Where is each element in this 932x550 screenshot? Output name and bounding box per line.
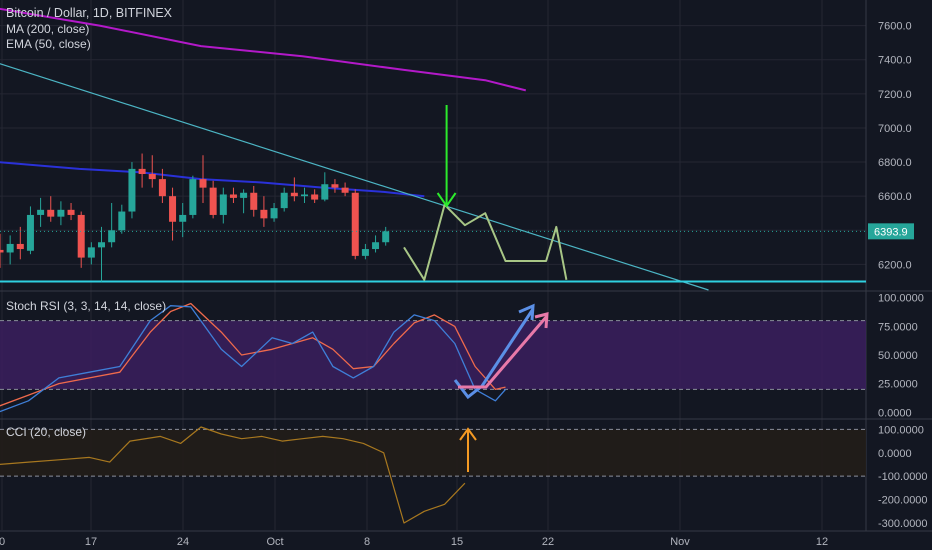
x-axis-label: 0: [0, 536, 5, 548]
last-price-label: 6393.9: [874, 226, 908, 238]
candle-body: [87, 247, 95, 258]
candle-body: [361, 249, 369, 256]
x-axis-label: 12: [816, 536, 828, 548]
ma200-line: [0, 7, 527, 92]
pink-arrow-shaft: [458, 315, 549, 389]
candle-body: [37, 209, 45, 215]
candle-body: [240, 192, 248, 198]
candle-body: [148, 174, 156, 180]
stoch-axis-label: 75.0000: [878, 321, 918, 333]
price-axis-label: 7400.0: [878, 55, 912, 67]
candle-body: [128, 168, 136, 212]
candle-body: [372, 242, 380, 250]
price-axis-label: 6200.0: [878, 259, 912, 271]
candle-body: [67, 209, 75, 215]
stoch-k-line: [0, 305, 506, 413]
price-axis-label: 6600.0: [878, 191, 912, 203]
candle-body: [260, 209, 268, 219]
candle-body: [138, 168, 146, 174]
trendline: [0, 63, 709, 291]
candle-body: [311, 194, 319, 200]
cci-axis-label: -100.0000: [878, 471, 928, 483]
blue-arrow-head: [518, 303, 535, 321]
cci-axis-label: -300.0000: [878, 518, 928, 530]
candle-body: [382, 231, 390, 243]
candle-body: [229, 194, 237, 198]
cci-legend: CCI (20, close): [6, 425, 87, 439]
candle-body: [57, 209, 65, 217]
stoch-rsi-legend: Stoch RSI (3, 3, 14, 14, close): [6, 299, 167, 313]
candle-body: [250, 192, 258, 210]
orange-arrow-head: [459, 427, 477, 441]
candle-body: [321, 184, 329, 200]
candle-body: [77, 214, 85, 258]
candle-body: [270, 208, 278, 219]
x-axis-label: 15: [451, 536, 463, 548]
candle-body: [6, 243, 14, 253]
candle-body: [209, 187, 217, 215]
x-axis-label: 22: [542, 536, 554, 548]
stoch-axis-label: 100.0000: [878, 293, 924, 305]
green-arrow-head: [436, 192, 457, 208]
cci-axis-label: -200.0000: [878, 495, 928, 507]
price-axis-label: 7600.0: [878, 21, 912, 33]
candle-body: [331, 184, 339, 188]
candle-body: [98, 242, 105, 248]
candle-body: [16, 243, 24, 250]
x-axis-label: 17: [85, 536, 97, 548]
cci-axis-label: 0.0000: [878, 448, 912, 460]
candle-body: [179, 214, 187, 222]
chart-title: Bitcoin / Dollar, 1D, BITFINEX: [6, 6, 173, 20]
candle-body: [0, 249, 4, 253]
stoch-axis-label: 50.0000: [878, 350, 918, 362]
candle-body: [189, 179, 197, 215]
candle-body: [158, 179, 166, 197]
x-axis-label: Oct: [266, 536, 283, 548]
candle-body: [280, 192, 288, 209]
cci-band: [0, 429, 866, 477]
stoch-band: [0, 320, 866, 390]
pink-arrow-head: [534, 312, 549, 329]
candle-body: [199, 179, 207, 188]
cci-axis-label: 100.0000: [878, 424, 924, 436]
x-axis-label: 8: [364, 536, 370, 548]
cci-line: [0, 426, 466, 524]
candle-body: [351, 192, 359, 256]
candle-body: [26, 214, 34, 251]
ema50-legend: EMA (50, close): [6, 37, 91, 51]
ema50-line: [0, 161, 425, 198]
ma200-legend: MA (200, close): [6, 22, 90, 36]
candle-body: [341, 187, 349, 193]
stoch-axis-label: 25.0000: [878, 379, 918, 391]
x-axis-label: 24: [177, 536, 189, 548]
projection-path: [403, 203, 568, 281]
x-axis-label: Nov: [670, 536, 690, 548]
candle-body: [290, 192, 298, 197]
candle-body: [47, 209, 55, 217]
candle-body: [169, 196, 177, 222]
candle-body: [301, 194, 308, 197]
candle-body: [108, 230, 116, 243]
price-axis-label: 7000.0: [878, 123, 912, 135]
price-axis-label: 6800.0: [878, 157, 912, 169]
candle-body: [118, 211, 126, 231]
stoch-axis-label: 0.0000: [878, 407, 912, 419]
last-price-tag: [868, 223, 914, 240]
candle-body: [219, 194, 227, 215]
price-axis-label: 7200.0: [878, 89, 912, 101]
